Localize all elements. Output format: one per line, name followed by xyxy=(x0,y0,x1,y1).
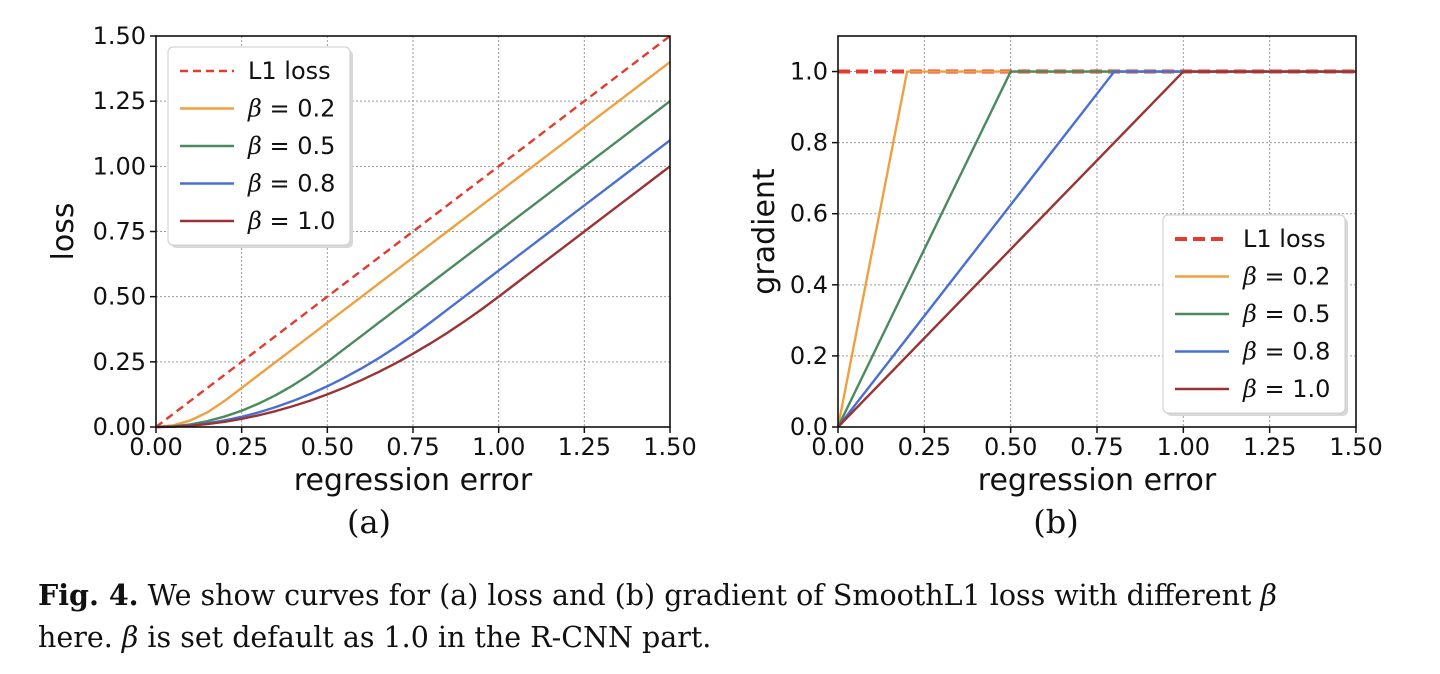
x-tick-label: 0.75 xyxy=(1070,433,1123,461)
legend-label: β = 0.5 xyxy=(247,132,335,160)
legend-label: β = 0.8 xyxy=(1242,338,1330,366)
caption-beta-2: β xyxy=(121,621,139,654)
legend-label: β = 1.0 xyxy=(1242,375,1330,403)
y-axis-label: loss xyxy=(46,203,81,261)
caption-beta-1: β xyxy=(1260,579,1277,612)
series-line xyxy=(155,165,671,429)
x-tick-label: 0.25 xyxy=(898,433,951,461)
series-line xyxy=(155,35,671,428)
x-tick-label: 1.50 xyxy=(643,433,696,461)
x-tick-label: 0.50 xyxy=(984,433,1037,461)
y-tick-label: 1.25 xyxy=(93,87,146,115)
x-tick-label: 1.50 xyxy=(1329,433,1382,461)
legend-label: L1 loss xyxy=(248,57,331,85)
x-axis-label: regression error xyxy=(978,463,1217,498)
legend-box xyxy=(1162,214,1346,414)
axes-frame xyxy=(837,35,1357,428)
series-line xyxy=(155,61,671,429)
x-tick-label: 1.00 xyxy=(1157,433,1210,461)
y-tick-label: 1.0 xyxy=(790,58,828,86)
y-tick-label: 0.50 xyxy=(93,283,146,311)
caption-line1: We show curves for (a) loss and (b) grad… xyxy=(147,579,1252,612)
figure-caption: Fig. 4. We show curves for (a) loss and … xyxy=(38,574,1428,659)
panel-label: (b) xyxy=(1033,503,1078,541)
x-axis-label: regression error xyxy=(294,463,533,498)
y-tick-label: 0.00 xyxy=(93,413,146,441)
x-tick-label: 0.00 xyxy=(811,433,864,461)
legend-label: β = 0.8 xyxy=(247,170,335,198)
legend-label: β = 0.5 xyxy=(1242,300,1330,328)
legend-label: β = 1.0 xyxy=(247,207,335,235)
series-line xyxy=(155,100,671,429)
series-line xyxy=(155,139,671,429)
y-tick-label: 0.4 xyxy=(790,271,828,299)
legend-box xyxy=(167,46,351,246)
caption-line2-start: here. xyxy=(38,621,122,654)
x-tick-label: 1.25 xyxy=(558,433,611,461)
caption-label: Fig. 4. xyxy=(38,578,139,612)
x-tick-label: 0.00 xyxy=(129,433,182,461)
x-tick-label: 1.25 xyxy=(1243,433,1296,461)
figure-canvas: 0.00 0.25 0.50 0.75 1.00 1.25 1.50 0.00 0.25 0.50… xyxy=(46,22,1383,541)
x-tick-label: 0.25 xyxy=(215,433,268,461)
x-tick-label: 0.75 xyxy=(386,433,439,461)
y-tick-label: 0.2 xyxy=(790,342,828,370)
panel-label: (a) xyxy=(347,503,391,541)
y-tick-label: 0.0 xyxy=(790,413,828,441)
loss-chart: 0.00 0.25 0.50 0.75 1.00 1.25 1.50 0.00 0.25 0.50… xyxy=(46,22,697,541)
legend-label: β = 0.2 xyxy=(1242,263,1330,291)
legend-label: β = 0.2 xyxy=(247,95,335,123)
y-tick-label: 0.6 xyxy=(790,200,828,228)
y-tick-label: 0.8 xyxy=(790,129,828,157)
caption-line2-end: is set default as 1.0 in the R-CNN part. xyxy=(138,621,712,654)
axes-frame xyxy=(155,35,671,428)
series-line xyxy=(837,70,1356,428)
gradient-chart: 0.00 0.25 0.50 0.75 1.00 1.25 1.50 0.0 0.2 0.4 0.6… xyxy=(747,35,1383,541)
legend-label: L1 loss xyxy=(1243,225,1326,253)
y-tick-label: 0.75 xyxy=(93,218,146,246)
x-tick-label: 1.00 xyxy=(472,433,525,461)
y-tick-label: 1.50 xyxy=(93,22,146,50)
y-tick-label: 0.25 xyxy=(93,348,146,376)
x-tick-label: 0.50 xyxy=(301,433,354,461)
y-tick-label: 1.00 xyxy=(93,152,146,180)
y-axis-label: gradient xyxy=(747,168,782,295)
